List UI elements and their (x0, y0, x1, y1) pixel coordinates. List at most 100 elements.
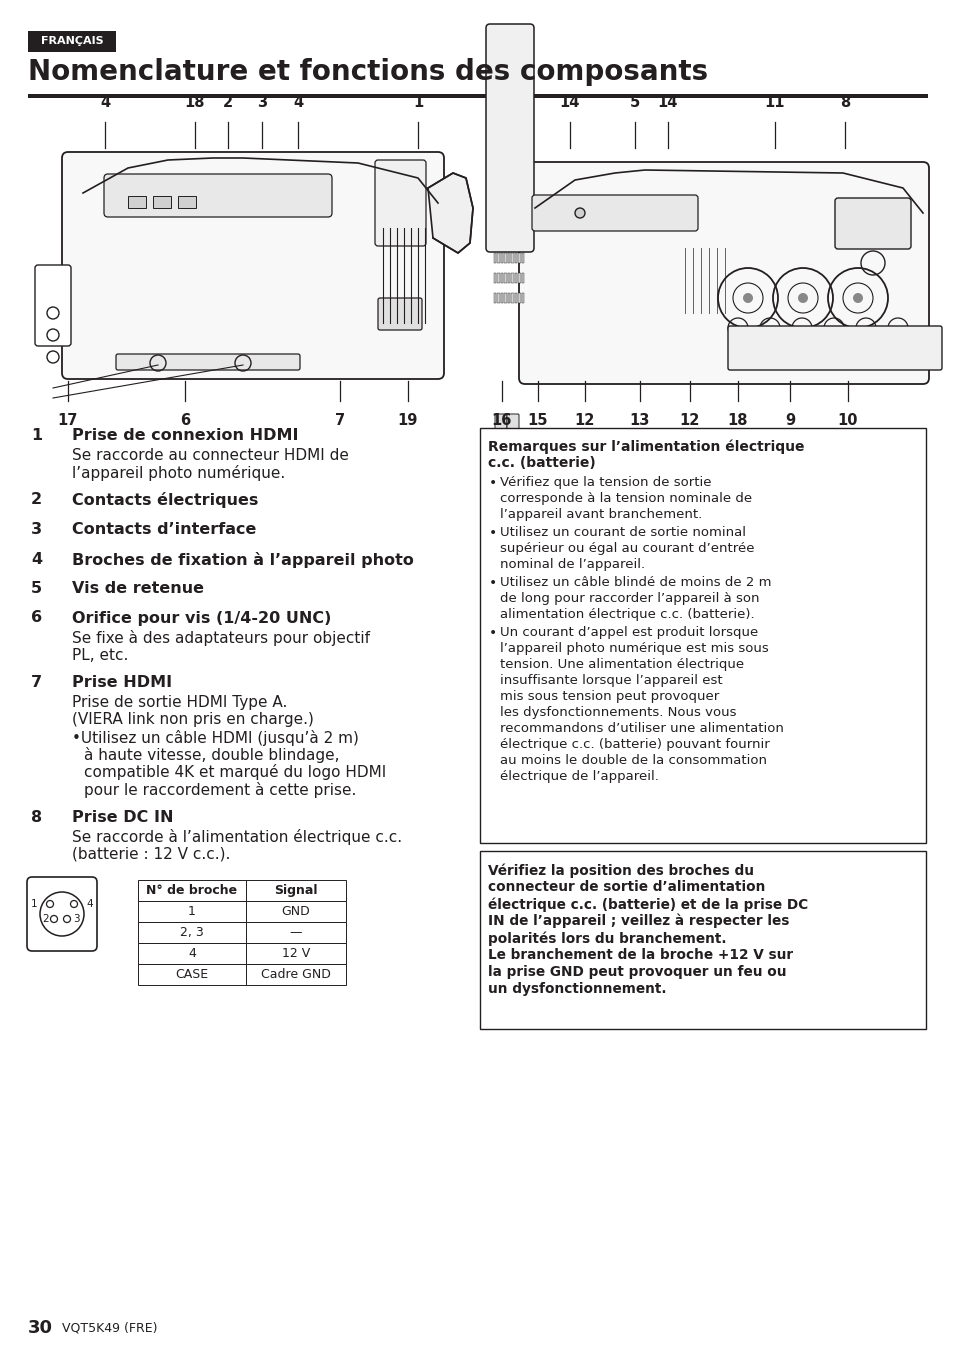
Text: 15: 15 (527, 413, 548, 427)
Text: Prise HDMI: Prise HDMI (71, 674, 172, 689)
Circle shape (797, 293, 807, 303)
Text: IN de l’appareil ; veillez à respecter les: IN de l’appareil ; veillez à respecter l… (488, 915, 788, 928)
FancyBboxPatch shape (485, 24, 534, 252)
Text: nominal de l’appareil.: nominal de l’appareil. (499, 558, 644, 571)
Text: 30: 30 (28, 1319, 53, 1337)
Text: pour le raccordement à cette prise.: pour le raccordement à cette prise. (84, 782, 356, 798)
Bar (494, 293, 496, 303)
Text: 11: 11 (764, 95, 784, 110)
Text: 17: 17 (58, 413, 78, 427)
Text: l’appareil photo numérique.: l’appareil photo numérique. (71, 465, 285, 480)
Bar (138, 943, 246, 963)
Text: Le branchement de la broche +12 V sur: Le branchement de la broche +12 V sur (488, 949, 792, 962)
Text: Nomenclature et fonctions des composants: Nomenclature et fonctions des composants (28, 58, 707, 85)
Text: au moins le double de la consommation: au moins le double de la consommation (499, 754, 766, 767)
Text: 12: 12 (575, 413, 595, 427)
Text: Signal: Signal (274, 883, 317, 897)
Bar (518, 293, 520, 303)
Text: Prise DC IN: Prise DC IN (71, 810, 173, 825)
Text: 1: 1 (188, 905, 195, 917)
Text: •: • (489, 476, 497, 490)
Text: N° de broche: N° de broche (146, 883, 237, 897)
FancyBboxPatch shape (727, 326, 941, 370)
Text: compatible 4K et marqué du logo HDMI: compatible 4K et marqué du logo HDMI (84, 764, 386, 780)
Bar (246, 963, 346, 985)
Bar (511, 252, 514, 263)
Text: Prise de connexion HDMI: Prise de connexion HDMI (71, 427, 298, 442)
Circle shape (575, 208, 584, 218)
Text: 8: 8 (839, 95, 849, 110)
Text: 3: 3 (30, 522, 42, 537)
Text: Se fixe à des adaptateurs pour objectif: Se fixe à des adaptateurs pour objectif (71, 630, 370, 646)
Text: Utilisez un courant de sortie nominal: Utilisez un courant de sortie nominal (499, 527, 745, 539)
Text: Cadre GND: Cadre GND (261, 968, 331, 981)
Text: 14: 14 (559, 95, 579, 110)
Text: 3: 3 (256, 95, 267, 110)
Text: Vérifiez la position des broches du: Vérifiez la position des broches du (488, 863, 753, 878)
Text: Contacts d’interface: Contacts d’interface (71, 522, 256, 537)
Text: de long pour raccorder l’appareil à son: de long pour raccorder l’appareil à son (499, 592, 759, 605)
Text: tension. Une alimentation électrique: tension. Une alimentation électrique (499, 658, 743, 670)
Polygon shape (428, 172, 473, 252)
FancyBboxPatch shape (116, 354, 299, 370)
Text: à haute vitesse, double blindage,: à haute vitesse, double blindage, (84, 746, 339, 763)
Text: 14: 14 (658, 95, 678, 110)
Bar (246, 879, 346, 901)
Text: (batterie : 12 V c.c.).: (batterie : 12 V c.c.). (71, 847, 230, 862)
Bar (515, 293, 517, 303)
Bar (138, 901, 246, 921)
Bar (511, 293, 514, 303)
FancyBboxPatch shape (62, 152, 443, 379)
Bar (28, 94, 927, 98)
Bar (479, 427, 925, 843)
Text: 10: 10 (837, 413, 858, 427)
Text: 12: 12 (679, 413, 700, 427)
Text: insuffisante lorsque l’appareil est: insuffisante lorsque l’appareil est (499, 674, 721, 687)
Bar (518, 273, 520, 284)
Text: 8: 8 (30, 810, 42, 825)
Bar (494, 252, 496, 263)
Text: 18: 18 (185, 95, 205, 110)
Bar (507, 273, 510, 284)
Text: l’appareil avant branchement.: l’appareil avant branchement. (499, 508, 701, 521)
Text: 16: 16 (492, 413, 512, 427)
Bar (500, 252, 503, 263)
Circle shape (742, 293, 752, 303)
Bar (497, 252, 499, 263)
Text: PL, etc.: PL, etc. (71, 647, 129, 662)
Text: électrique c.c. (batterie) pouvant fournir: électrique c.c. (batterie) pouvant fourn… (499, 738, 769, 750)
Bar (494, 273, 496, 284)
Text: 5: 5 (629, 95, 639, 110)
Text: Remarques sur l’alimentation électrique: Remarques sur l’alimentation électrique (488, 440, 803, 455)
Text: Vérifiez que la tension de sortie: Vérifiez que la tension de sortie (499, 476, 711, 489)
Bar (500, 293, 503, 303)
Bar (515, 273, 517, 284)
Text: l’appareil photo numérique est mis sous: l’appareil photo numérique est mis sous (499, 642, 768, 655)
Bar (518, 252, 520, 263)
FancyBboxPatch shape (104, 174, 332, 217)
Text: Utilisez un câble blindé de moins de 2 m: Utilisez un câble blindé de moins de 2 m (499, 575, 771, 589)
Text: 4: 4 (87, 898, 93, 909)
Text: 7: 7 (30, 674, 42, 689)
Text: mis sous tension peut provoquer: mis sous tension peut provoquer (499, 689, 719, 703)
Text: Vis de retenue: Vis de retenue (71, 581, 204, 596)
Text: Un courant d’appel est produit lorsque: Un courant d’appel est produit lorsque (499, 626, 758, 639)
Bar (246, 921, 346, 943)
Text: 7: 7 (335, 413, 345, 427)
Bar (138, 879, 246, 901)
Text: •: • (489, 527, 497, 540)
FancyBboxPatch shape (506, 414, 518, 434)
Text: 5: 5 (30, 581, 42, 596)
FancyBboxPatch shape (834, 198, 910, 248)
FancyBboxPatch shape (377, 299, 421, 330)
Text: 2: 2 (43, 915, 50, 924)
Text: polarités lors du branchement.: polarités lors du branchement. (488, 931, 726, 946)
Text: 2, 3: 2, 3 (180, 925, 204, 939)
Text: supérieur ou égal au courant d’entrée: supérieur ou égal au courant d’entrée (499, 541, 754, 555)
Text: 3: 3 (72, 915, 79, 924)
Bar (138, 963, 246, 985)
Text: recommandons d’utiliser une alimentation: recommandons d’utiliser une alimentation (499, 722, 783, 735)
Bar (138, 921, 246, 943)
Text: 4: 4 (293, 95, 303, 110)
Text: alimentation électrique c.c. (batterie).: alimentation électrique c.c. (batterie). (499, 608, 754, 622)
